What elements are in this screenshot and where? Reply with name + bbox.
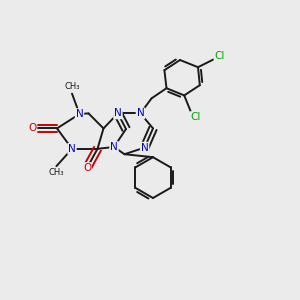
Text: N: N: [76, 109, 83, 119]
Text: O: O: [28, 123, 37, 134]
Text: N: N: [110, 142, 118, 152]
Text: CH₃: CH₃: [49, 168, 64, 177]
Text: Cl: Cl: [190, 112, 201, 122]
Text: N: N: [136, 108, 144, 118]
Text: N: N: [141, 142, 148, 153]
Text: CH₃: CH₃: [64, 82, 80, 91]
Text: O: O: [83, 163, 91, 173]
Text: N: N: [68, 144, 76, 154]
Text: N: N: [114, 108, 122, 118]
Text: Cl: Cl: [214, 51, 225, 62]
